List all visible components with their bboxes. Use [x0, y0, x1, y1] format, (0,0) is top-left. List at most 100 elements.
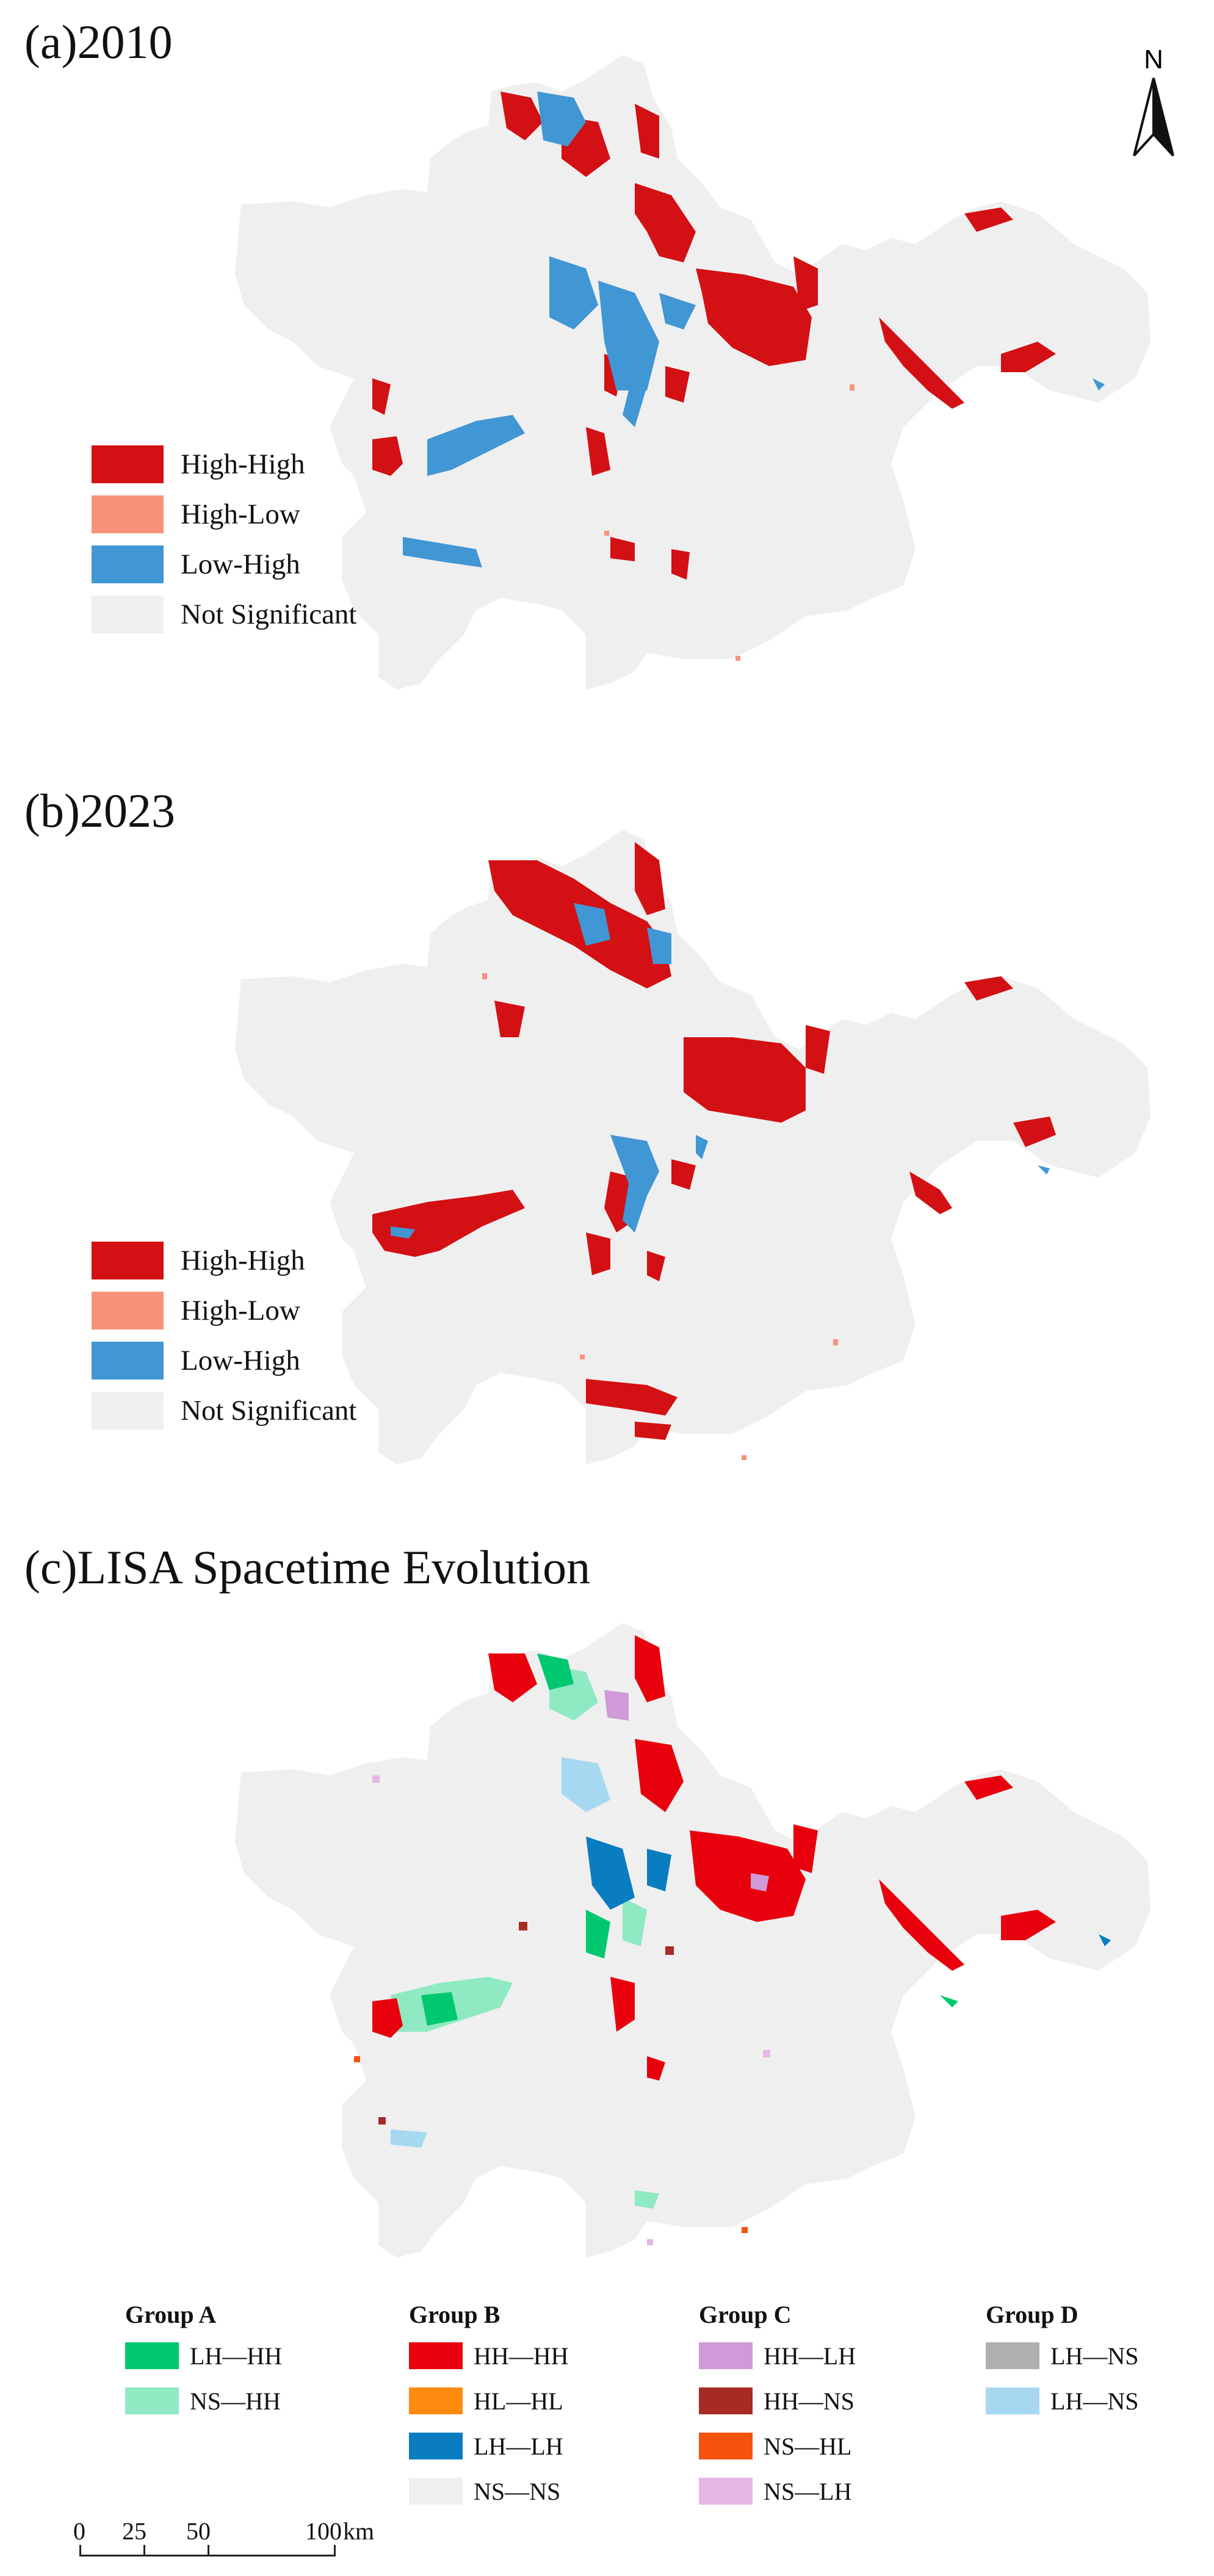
legend-label: LH—HH	[190, 2342, 283, 2370]
low-high-swatch	[92, 1342, 164, 1380]
lh-ns-light-cells	[391, 1757, 610, 2148]
legend-item-high-high: High-High	[92, 439, 357, 489]
lh-hh-swatch	[125, 2342, 179, 2369]
legend-label: High-High	[181, 1245, 305, 1276]
legend-label: LH—LH	[474, 2432, 563, 2460]
legend-item-not-significant: Not Significant	[92, 1386, 357, 1436]
high-low-cells-2010	[604, 384, 854, 661]
high-low-swatch	[92, 495, 164, 533]
legend-item-ns-hl: NS—HL	[699, 2423, 856, 2469]
legend-item-high-low: High-Low	[92, 1286, 357, 1336]
high-high-swatch	[92, 1242, 164, 1279]
legend-item-ns-lh: NS—LH	[699, 2469, 856, 2514]
scale-unit: km	[343, 2517, 375, 2545]
low-high-cells-2010	[403, 92, 1105, 567]
panel-title-c: (c)LISA Spacetime Evolution	[24, 1541, 591, 1594]
legend-label: HL—HL	[474, 2387, 563, 2415]
hh-ns-cells	[378, 1922, 674, 2124]
legend-label: Not Significant	[181, 599, 357, 630]
study-area-2010	[235, 55, 1151, 689]
group-title: Group C	[699, 2301, 792, 2328]
legend-item-lh-ns-blue: LH—NS	[986, 2378, 1138, 2423]
north-arrow-label: N	[1144, 45, 1163, 74]
legend-group-c: Group C HH—LH HH—NS NS—HL NS—LH	[699, 2297, 856, 2514]
legend-item-high-high: High-High	[92, 1236, 357, 1286]
not-significant-swatch	[92, 595, 164, 633]
hl-hl-swatch	[409, 2387, 463, 2414]
legend-label: High-High	[181, 448, 305, 480]
legend-label: LH—NS	[1050, 2387, 1139, 2415]
lh-hh-cells	[421, 1653, 958, 2026]
legend-label: NS—HL	[764, 2432, 852, 2460]
map-2023	[235, 830, 1151, 1464]
scale-label-100: 100	[305, 2517, 342, 2545]
high-high-swatch	[92, 445, 164, 483]
panel-title-a: (a)2010	[24, 15, 173, 68]
scale-tick-100	[334, 2545, 336, 2556]
ns-hl-swatch	[699, 2433, 753, 2459]
not-significant-swatch	[92, 1392, 164, 1430]
legend-label: NS—HH	[190, 2387, 281, 2415]
legend-item-lh-ns-gray: LH—NS	[986, 2333, 1138, 2378]
scale-label-25: 25	[122, 2517, 146, 2545]
group-title: Group B	[409, 2301, 500, 2328]
study-area-evolution	[235, 1623, 1151, 2258]
scale-bar: 0 25 50 100 km	[61, 2517, 374, 2560]
legend-label: Low-High	[181, 1345, 300, 1376]
legend-item-ns-ns: NS—NS	[409, 2469, 569, 2514]
legend-item-hh-ns: HH—NS	[699, 2378, 856, 2423]
legend-label: NS—LH	[764, 2477, 852, 2505]
ns-hl-cells	[354, 2056, 748, 2233]
scale-label-50: 50	[186, 2517, 211, 2545]
hh-ns-swatch	[699, 2387, 753, 2414]
lh-ns-blue-swatch	[986, 2387, 1039, 2414]
legend-item-hh-hh: HH—HH	[409, 2333, 569, 2378]
scale-label-0: 0	[73, 2517, 85, 2545]
hh-lh-cells	[604, 1690, 769, 1891]
ns-ns-swatch	[409, 2478, 463, 2505]
map-lisa-evolution	[235, 1623, 1151, 2258]
legend-label: Not Significant	[181, 1395, 357, 1427]
legend-label: LH—NS	[1050, 2342, 1139, 2370]
legend-group-d: Group D LH—NS LH—NS	[986, 2297, 1138, 2423]
scale-tick-0	[79, 2545, 81, 2556]
legend-label: HH—NS	[764, 2387, 854, 2415]
north-arrow: N	[1129, 43, 1178, 165]
legend-group-a: Group A LH—HH NS—HH	[125, 2297, 282, 2423]
scale-tick-25	[143, 2545, 145, 2556]
high-high-cells-2010	[372, 92, 1056, 580]
hh-lh-swatch	[699, 2342, 753, 2369]
legend-item-not-significant: Not Significant	[92, 589, 357, 639]
legend-label: HH—HH	[474, 2342, 569, 2370]
study-area-2023	[235, 830, 1151, 1464]
legend-item-hh-lh: HH—LH	[699, 2333, 856, 2378]
north-arrow-right-half	[1152, 77, 1174, 157]
low-high-swatch	[92, 545, 164, 583]
legend-item-low-high: Low-High	[92, 1336, 357, 1386]
panel-title-b: (b)2023	[24, 784, 175, 837]
ns-lh-swatch	[699, 2478, 753, 2505]
legend-label: HH—LH	[764, 2342, 856, 2370]
lh-ns-gray-swatch	[986, 2342, 1039, 2369]
legend-label: Low-High	[181, 549, 300, 580]
legend-item-low-high: Low-High	[92, 539, 357, 589]
hh-hh-cells	[372, 1635, 1056, 2081]
legend-group-b: Group B HH—HH HL—HL LH—LH NS—NS	[409, 2297, 569, 2514]
legend-item-lh-hh: LH—HH	[125, 2333, 282, 2378]
legend-label: High-Low	[181, 498, 300, 530]
lh-lh-swatch	[409, 2433, 463, 2459]
legend-2023: High-High High-Low Low-High Not Signific…	[92, 1236, 357, 1436]
map-2010	[235, 55, 1151, 689]
hh-hh-swatch	[409, 2342, 463, 2369]
group-title: Group D	[986, 2301, 1079, 2328]
legend-label: High-Low	[181, 1295, 300, 1326]
group-title: Group A	[125, 2301, 217, 2328]
legend-item-ns-hh: NS—HH	[125, 2378, 282, 2423]
high-low-swatch	[92, 1292, 164, 1329]
legend-item-hl-hl: HL—HL	[409, 2378, 569, 2423]
lh-lh-cells	[586, 1837, 1111, 1946]
legend-item-high-low: High-Low	[92, 489, 357, 539]
ns-lh-cells	[372, 1775, 770, 2245]
scale-tick-50	[208, 2545, 209, 2556]
legend-item-lh-lh: LH—LH	[409, 2423, 569, 2469]
